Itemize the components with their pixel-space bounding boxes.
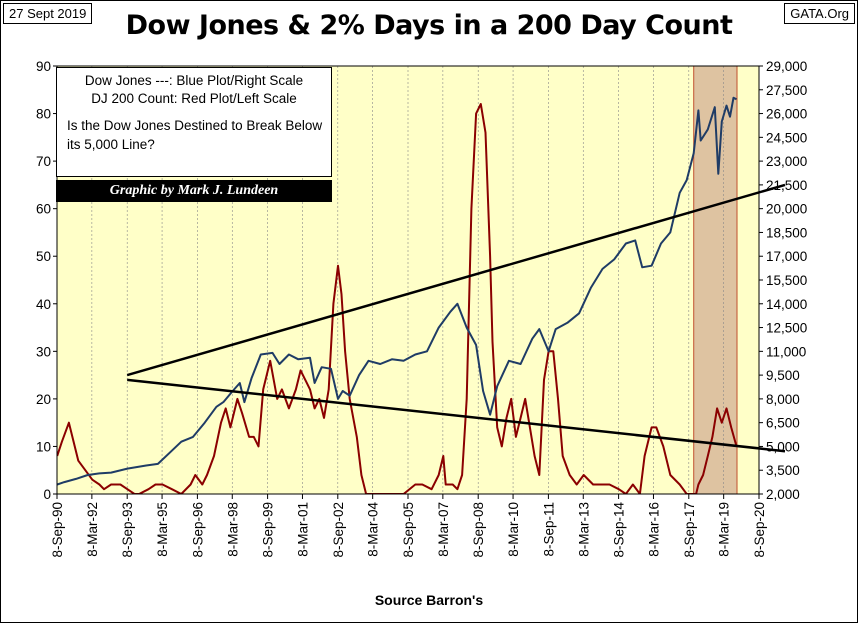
left-tick-label: 10: [36, 439, 51, 454]
x-tick-label: 8-Sep-99: [261, 502, 276, 558]
x-tick-label: 8-Mar-92: [85, 502, 100, 557]
credit-banner: Graphic by Mark J. Lundeen: [56, 180, 332, 202]
x-tick-label: 8-Mar-95: [155, 502, 170, 557]
right-tick-label: 3,500: [766, 463, 800, 478]
chart-title: Dow Jones & 2% Days in a 200 Day Count: [125, 10, 733, 41]
x-tick-label: 8-Mar-19: [717, 502, 732, 557]
date-label: 27 Sept 2019: [3, 3, 93, 24]
right-tick-label: 9,500: [766, 368, 800, 383]
trendline-group: [126, 183, 786, 453]
dow-jones-line: [57, 96, 737, 486]
left-tick-label: 50: [36, 249, 51, 264]
right-tick-label: 29,000: [766, 59, 807, 74]
x-tick-label: 8-Sep-14: [612, 502, 627, 558]
right-tick-label: 11,000: [766, 344, 806, 359]
legend-question: Is the Dow Jones Destined to Break Below…: [67, 118, 323, 152]
x-tick-label: 8-Mar-10: [506, 502, 521, 557]
left-tick-label: 40: [36, 297, 51, 312]
x-tick-label: 8-Sep-11: [541, 502, 556, 557]
right-tick-label: 27,500: [766, 83, 807, 98]
left-tick-label: 90: [36, 59, 51, 74]
source-label: GATA.Org: [784, 3, 855, 24]
left-tick-label: 70: [36, 154, 51, 169]
right-tick-label: 21,500: [766, 178, 807, 193]
right-tick-label: 20,000: [766, 202, 807, 217]
plot-border: [56, 65, 760, 495]
x-tick-label: 8-Sep-08: [471, 502, 486, 558]
x-axis-ticks: 8-Sep-90 8-Mar-92 8-Sep-93 8-Mar-95 8-Sep-96…: [50, 494, 767, 558]
right-tick-label: 24,500: [766, 130, 807, 145]
lower-trendline: [127, 378, 786, 453]
right-tick-label: 17,000: [766, 249, 807, 264]
right-tick-label: 26,000: [766, 107, 807, 122]
right-axis-ticks: 2,0003,5005,0006,5008,0009,50011,00012,5…: [759, 59, 807, 502]
series-group: [57, 96, 738, 494]
left-tick-label: 80: [36, 107, 51, 122]
x-tick-label: 8-Sep-17: [682, 502, 697, 558]
x-tick-label: 8-Sep-96: [190, 502, 205, 558]
right-tick-label: 14,000: [766, 297, 807, 312]
right-tick-label: 2,000: [766, 487, 800, 502]
x-tick-label: 8-Mar-98: [225, 502, 240, 557]
x-tick-label: 8-Sep-20: [752, 502, 767, 558]
right-tick-label: 6,500: [766, 416, 800, 431]
x-axis-label: Source Barron's: [374, 592, 484, 608]
right-tick-label: 8,000: [766, 392, 800, 407]
x-tick-label: 8-Mar-01: [295, 502, 310, 557]
right-tick-label: 18,500: [766, 225, 807, 240]
left-tick-label: 0: [43, 487, 51, 502]
dj-200-count-line: [57, 103, 738, 494]
x-tick-label: 8-Mar-13: [576, 502, 591, 557]
left-tick-label: 60: [36, 202, 51, 217]
x-tick-label: 8-Sep-93: [120, 502, 135, 558]
right-tick-label: 15,500: [766, 273, 807, 288]
x-tick-label: 8-Sep-05: [401, 502, 416, 558]
left-axis-ticks: 0 10 20 30 40 50 60 70 80 90: [36, 59, 57, 502]
x-tick-label: 8-Mar-04: [366, 502, 381, 557]
legend-box: Dow Jones ---: Blue Plot/Right Scale DJ …: [56, 67, 332, 177]
right-tick-label: 23,000: [766, 154, 807, 169]
x-tick-label: 8-Sep-02: [331, 502, 346, 558]
vertical-gridlines: [56, 66, 760, 494]
right-tick-label: 12,500: [766, 321, 807, 336]
left-tick-label: 30: [36, 344, 51, 359]
legend-dow-entry: Dow Jones ---: Blue Plot/Right Scale: [84, 73, 304, 88]
upper-trendline: [126, 183, 786, 377]
left-tick-label: 20: [36, 392, 51, 407]
x-tick-label: 8-Mar-07: [436, 502, 451, 557]
legend-count-entry: DJ 200 Count: Red Plot/Left Scale: [91, 91, 297, 106]
x-tick-label: 8-Mar-16: [646, 502, 661, 557]
x-tick-label: 8-Sep-90: [50, 502, 65, 558]
